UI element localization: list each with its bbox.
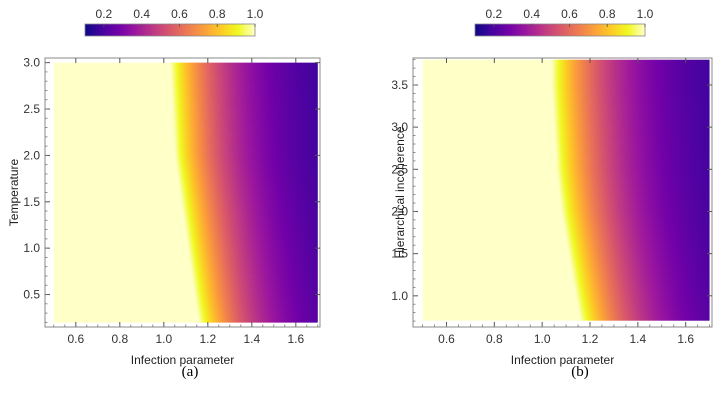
x-axis-label: Infection parameter bbox=[131, 353, 234, 367]
y-tick-label: 3.5 bbox=[391, 78, 408, 92]
plot-frame bbox=[412, 57, 713, 328]
colorbar-tick-label: 0.6 bbox=[171, 7, 188, 21]
x-tick-label: 0.8 bbox=[111, 332, 128, 346]
colorbar-tick-label: 1.0 bbox=[637, 7, 654, 21]
y-axis-label: Temperature bbox=[7, 158, 21, 226]
y-axis-label: Hierarchical incoherence bbox=[393, 126, 407, 258]
y-tick-label: 3.0 bbox=[391, 120, 408, 134]
x-tick-label: 1.6 bbox=[677, 332, 694, 346]
x-tick-label: 0.6 bbox=[67, 332, 84, 346]
panel-a: 0.6 0.8 1.0 1.2 1.4 1.6 0.5 1.0 1.5 2.0 2.5 3.0 Infe… bbox=[7, 7, 321, 380]
colorbar-tick-label: 0.4 bbox=[523, 7, 540, 21]
x-tick-label: 0.8 bbox=[486, 332, 503, 346]
colorbar bbox=[474, 23, 646, 37]
heatmap-image bbox=[422, 59, 710, 321]
x-tick-label: 1.2 bbox=[582, 332, 599, 346]
colorbar bbox=[84, 23, 256, 37]
x-tick-label: 1.0 bbox=[534, 332, 551, 346]
y-tick-label: 1.0 bbox=[391, 289, 408, 303]
x-tick-label: 1.0 bbox=[155, 332, 172, 346]
x-tick-label: 0.6 bbox=[438, 332, 455, 346]
y-tick-label: 2.0 bbox=[391, 204, 408, 218]
x-tick-label: 1.2 bbox=[199, 332, 216, 346]
y-tick-label: 1.5 bbox=[23, 195, 40, 209]
y-tick-label: 0.5 bbox=[23, 288, 40, 302]
y-tick-label: 1.0 bbox=[23, 241, 40, 255]
colorbar-tick-label: 0.2 bbox=[486, 7, 503, 21]
colorbar-tick-label: 0.4 bbox=[133, 7, 150, 21]
panel-b: 0.6 0.8 1.0 1.2 1.4 1.6 1.0 1.5 2.0 2.5 3.0 3.5 Infe… bbox=[391, 7, 713, 380]
y-tick-label: 2.5 bbox=[23, 102, 40, 116]
heatmap-image bbox=[53, 62, 318, 323]
colorbar-tick-label: 1.0 bbox=[247, 7, 264, 21]
colorbar-tick-label: 0.2 bbox=[96, 7, 113, 21]
y-tick-label: 1.5 bbox=[391, 247, 408, 261]
panel-caption: (a) bbox=[182, 364, 199, 380]
x-tick-label: 1.4 bbox=[630, 332, 647, 346]
x-tick-label: 1.6 bbox=[287, 332, 304, 346]
y-tick-label: 2.5 bbox=[391, 162, 408, 176]
y-tick-label: 2.0 bbox=[23, 148, 40, 162]
y-tick-label: 3.0 bbox=[23, 56, 40, 70]
colorbar-tick-label: 0.6 bbox=[561, 7, 578, 21]
colorbar-tick-label: 0.8 bbox=[599, 7, 616, 21]
colorbar-tick-label: 0.8 bbox=[209, 7, 226, 21]
x-axis-label: Infection parameter bbox=[511, 353, 614, 367]
x-tick-label: 1.4 bbox=[243, 332, 260, 346]
panel-caption: (b) bbox=[571, 364, 589, 380]
